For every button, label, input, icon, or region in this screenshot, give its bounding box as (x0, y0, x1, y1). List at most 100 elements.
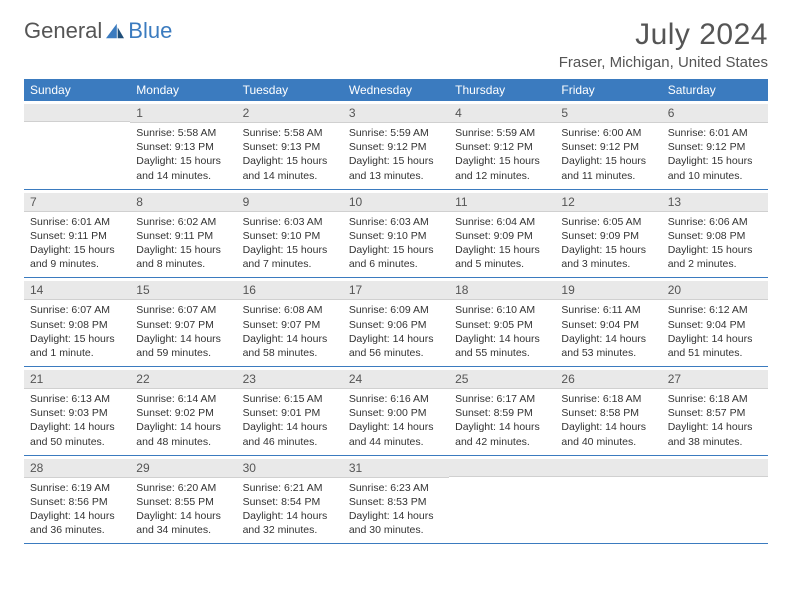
day-info-line: Sunset: 9:02 PM (136, 406, 230, 420)
day-info: Sunrise: 6:15 AMSunset: 9:01 PMDaylight:… (243, 392, 337, 449)
day-info-line: and 50 minutes. (30, 435, 124, 449)
day-info: Sunrise: 6:10 AMSunset: 9:05 PMDaylight:… (455, 303, 549, 360)
day-info-line: and 40 minutes. (561, 435, 655, 449)
day-info: Sunrise: 5:58 AMSunset: 9:13 PMDaylight:… (136, 126, 230, 183)
day-info-line: Daylight: 14 hours (349, 332, 443, 346)
day-info-line: Sunrise: 5:58 AM (243, 126, 337, 140)
day-number: 19 (555, 281, 661, 300)
day-cell: 31Sunrise: 6:23 AMSunset: 8:53 PMDayligh… (343, 456, 449, 544)
day-info: Sunrise: 6:01 AMSunset: 9:11 PMDaylight:… (30, 215, 124, 272)
day-number: 15 (130, 281, 236, 300)
day-cell: 3Sunrise: 5:59 AMSunset: 9:12 PMDaylight… (343, 101, 449, 189)
day-cell: 7Sunrise: 6:01 AMSunset: 9:11 PMDaylight… (24, 190, 130, 278)
day-cell: 27Sunrise: 6:18 AMSunset: 8:57 PMDayligh… (662, 367, 768, 455)
day-cell: 28Sunrise: 6:19 AMSunset: 8:56 PMDayligh… (24, 456, 130, 544)
day-info-line: and 14 minutes. (243, 169, 337, 183)
day-info-line: Sunset: 9:08 PM (668, 229, 762, 243)
day-number: 16 (237, 281, 343, 300)
day-info-line: Sunset: 9:07 PM (136, 318, 230, 332)
day-cell: 4 Sunrise: 5:59 AMSunset: 9:12 PMDaylight… (449, 101, 555, 189)
weekday-header: Wednesday (343, 79, 449, 101)
day-info: Sunrise: 6:06 AMSunset: 9:08 PMDaylight:… (668, 215, 762, 272)
day-cell: 9Sunrise: 6:03 AMSunset: 9:10 PMDaylight… (237, 190, 343, 278)
page-header: General Blue July 2024 Fraser, Michigan,… (24, 18, 768, 71)
day-info-line: Daylight: 14 hours (136, 332, 230, 346)
day-number: 12 (555, 193, 661, 212)
day-info: Sunrise: 6:04 AMSunset: 9:09 PMDaylight:… (455, 215, 549, 272)
day-info-line: Daylight: 14 hours (561, 332, 655, 346)
day-info: Sunrise: 6:03 AMSunset: 9:10 PMDaylight:… (243, 215, 337, 272)
day-number: 8 (130, 193, 236, 212)
day-cell: 5Sunrise: 6:00 AMSunset: 9:12 PMDaylight… (555, 101, 661, 189)
weekday-header: Friday (555, 79, 661, 101)
day-number: 14 (24, 281, 130, 300)
day-number: 20 (662, 281, 768, 300)
day-info: Sunrise: 6:12 AMSunset: 9:04 PMDaylight:… (668, 303, 762, 360)
day-cell: 21Sunrise: 6:13 AMSunset: 9:03 PMDayligh… (24, 367, 130, 455)
day-info-line: Daylight: 14 hours (243, 420, 337, 434)
day-info-line: and 8 minutes. (136, 257, 230, 271)
day-info-line: and 5 minutes. (455, 257, 549, 271)
day-info-line: Sunrise: 6:01 AM (668, 126, 762, 140)
day-info-line: Daylight: 15 hours (30, 243, 124, 257)
day-info-line: Daylight: 14 hours (243, 332, 337, 346)
day-info-line: and 46 minutes. (243, 435, 337, 449)
day-number: 18 (449, 281, 555, 300)
day-cell (449, 456, 555, 544)
day-number: 28 (24, 459, 130, 478)
day-info-line: Sunrise: 6:05 AM (561, 215, 655, 229)
day-number: 24 (343, 370, 449, 389)
day-info-line: Daylight: 14 hours (136, 420, 230, 434)
day-info-line: Sunrise: 6:12 AM (668, 303, 762, 317)
day-number: 4 (449, 104, 555, 123)
day-info-line: Sunset: 9:04 PM (668, 318, 762, 332)
day-info-line: Sunset: 9:13 PM (136, 140, 230, 154)
day-info-line: and 44 minutes. (349, 435, 443, 449)
day-number: 27 (662, 370, 768, 389)
day-info-line: Sunrise: 6:03 AM (243, 215, 337, 229)
day-info-line: and 3 minutes. (561, 257, 655, 271)
day-info-line: Sunset: 9:08 PM (30, 318, 124, 332)
day-info: Sunrise: 6:09 AMSunset: 9:06 PMDaylight:… (349, 303, 443, 360)
day-info-line: Sunrise: 6:10 AM (455, 303, 549, 317)
day-number: 10 (343, 193, 449, 212)
day-number: 3 (343, 104, 449, 123)
day-info-line: Sunrise: 6:07 AM (30, 303, 124, 317)
day-info-line: and 55 minutes. (455, 346, 549, 360)
calendar-grid: Sunday Monday Tuesday Wednesday Thursday… (24, 79, 768, 544)
day-info-line: Sunset: 9:01 PM (243, 406, 337, 420)
day-info-line: and 38 minutes. (668, 435, 762, 449)
week-row: 28Sunrise: 6:19 AMSunset: 8:56 PMDayligh… (24, 456, 768, 545)
day-info: Sunrise: 6:02 AMSunset: 9:11 PMDaylight:… (136, 215, 230, 272)
day-info: Sunrise: 6:18 AMSunset: 8:58 PMDaylight:… (561, 392, 655, 449)
day-info: Sunrise: 6:08 AMSunset: 9:07 PMDaylight:… (243, 303, 337, 360)
day-number: 25 (449, 370, 555, 389)
weekday-header-row: Sunday Monday Tuesday Wednesday Thursday… (24, 79, 768, 101)
day-info-line: Daylight: 15 hours (30, 332, 124, 346)
day-cell: 25Sunrise: 6:17 AMSunset: 8:59 PMDayligh… (449, 367, 555, 455)
sail-icon (104, 22, 126, 40)
day-info-line: Sunset: 8:56 PM (30, 495, 124, 509)
day-number: 29 (130, 459, 236, 478)
day-info-line: and 10 minutes. (668, 169, 762, 183)
day-info-line: Daylight: 15 hours (561, 243, 655, 257)
day-info-line: Sunset: 8:59 PM (455, 406, 549, 420)
day-info-line: Sunset: 9:12 PM (561, 140, 655, 154)
day-info-line: Sunset: 9:12 PM (349, 140, 443, 154)
day-info-line: Sunrise: 6:03 AM (349, 215, 443, 229)
day-info-line: Sunset: 9:00 PM (349, 406, 443, 420)
day-info-line: Sunrise: 6:07 AM (136, 303, 230, 317)
day-info-line: Daylight: 15 hours (668, 243, 762, 257)
weekday-header: Monday (130, 79, 236, 101)
day-info-line: Sunset: 9:10 PM (349, 229, 443, 243)
day-number: 17 (343, 281, 449, 300)
day-info-line: and 9 minutes. (30, 257, 124, 271)
day-cell: 22Sunrise: 6:14 AMSunset: 9:02 PMDayligh… (130, 367, 236, 455)
week-row: 14Sunrise: 6:07 AMSunset: 9:08 PMDayligh… (24, 278, 768, 367)
day-info: Sunrise: 5:59 AMSunset: 9:12 PMDaylight:… (455, 126, 549, 183)
day-info-line: Sunrise: 6:15 AM (243, 392, 337, 406)
day-info-line: Daylight: 15 hours (136, 154, 230, 168)
day-info-line: Daylight: 14 hours (136, 509, 230, 523)
day-info: Sunrise: 6:16 AMSunset: 9:00 PMDaylight:… (349, 392, 443, 449)
day-number: 30 (237, 459, 343, 478)
